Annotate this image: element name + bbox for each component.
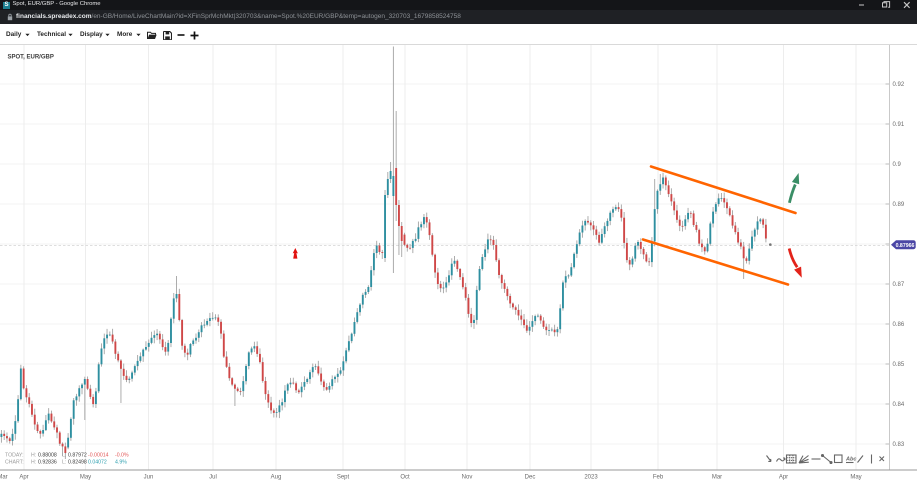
svg-text:0.04072: 0.04072 — [88, 460, 107, 466]
svg-text:0.87: 0.87 — [893, 282, 905, 288]
svg-text:May: May — [850, 475, 861, 481]
svg-text:Apr: Apr — [779, 475, 788, 481]
svg-text:Sept: Sept — [337, 475, 350, 481]
svg-text:Nov: Nov — [462, 475, 473, 481]
svg-text:Dec: Dec — [525, 475, 536, 481]
svg-text:Jul: Jul — [209, 475, 217, 481]
svg-text:0.82498: 0.82498 — [68, 460, 87, 466]
svg-text:CHART:: CHART: — [5, 460, 24, 466]
svg-text:0.88008: 0.88008 — [38, 453, 57, 459]
svg-text:0.83: 0.83 — [893, 442, 905, 448]
svg-text:0.91: 0.91 — [893, 122, 905, 128]
svg-text:H:: H: — [31, 453, 36, 459]
svg-text:-0.0%: -0.0% — [115, 453, 129, 459]
svg-text:2023: 2023 — [584, 475, 598, 481]
svg-text:0.9: 0.9 — [893, 162, 902, 168]
svg-text:May: May — [80, 475, 91, 481]
svg-text:L:: L: — [62, 453, 66, 459]
svg-text:0.92836: 0.92836 — [38, 460, 57, 466]
svg-text:Mar: Mar — [0, 475, 8, 481]
svg-text:0.87972: 0.87972 — [68, 453, 87, 459]
svg-text:Jun: Jun — [144, 475, 154, 481]
svg-text:0.87966: 0.87966 — [896, 243, 915, 249]
svg-text:Feb: Feb — [653, 475, 664, 481]
svg-text:Apr: Apr — [19, 475, 28, 481]
svg-text:0.85: 0.85 — [893, 362, 905, 368]
svg-text:0.89: 0.89 — [893, 202, 905, 208]
svg-text:4.9%: 4.9% — [115, 460, 127, 466]
svg-text:0.92: 0.92 — [893, 82, 905, 88]
svg-text:H:: H: — [31, 460, 36, 466]
svg-text:0.84: 0.84 — [893, 402, 905, 408]
svg-text:0.86: 0.86 — [893, 322, 905, 328]
svg-text:TODAY:: TODAY: — [5, 453, 24, 459]
svg-text:L:: L: — [62, 460, 66, 466]
svg-text:Abc: Abc — [845, 457, 856, 463]
svg-text:Aug: Aug — [271, 475, 282, 481]
svg-text:Mar: Mar — [712, 475, 722, 481]
svg-text:SPOT, EUR/GBP: SPOT, EUR/GBP — [8, 55, 54, 61]
svg-text:Oct: Oct — [400, 475, 410, 481]
svg-text:-0.00014: -0.00014 — [88, 453, 109, 459]
